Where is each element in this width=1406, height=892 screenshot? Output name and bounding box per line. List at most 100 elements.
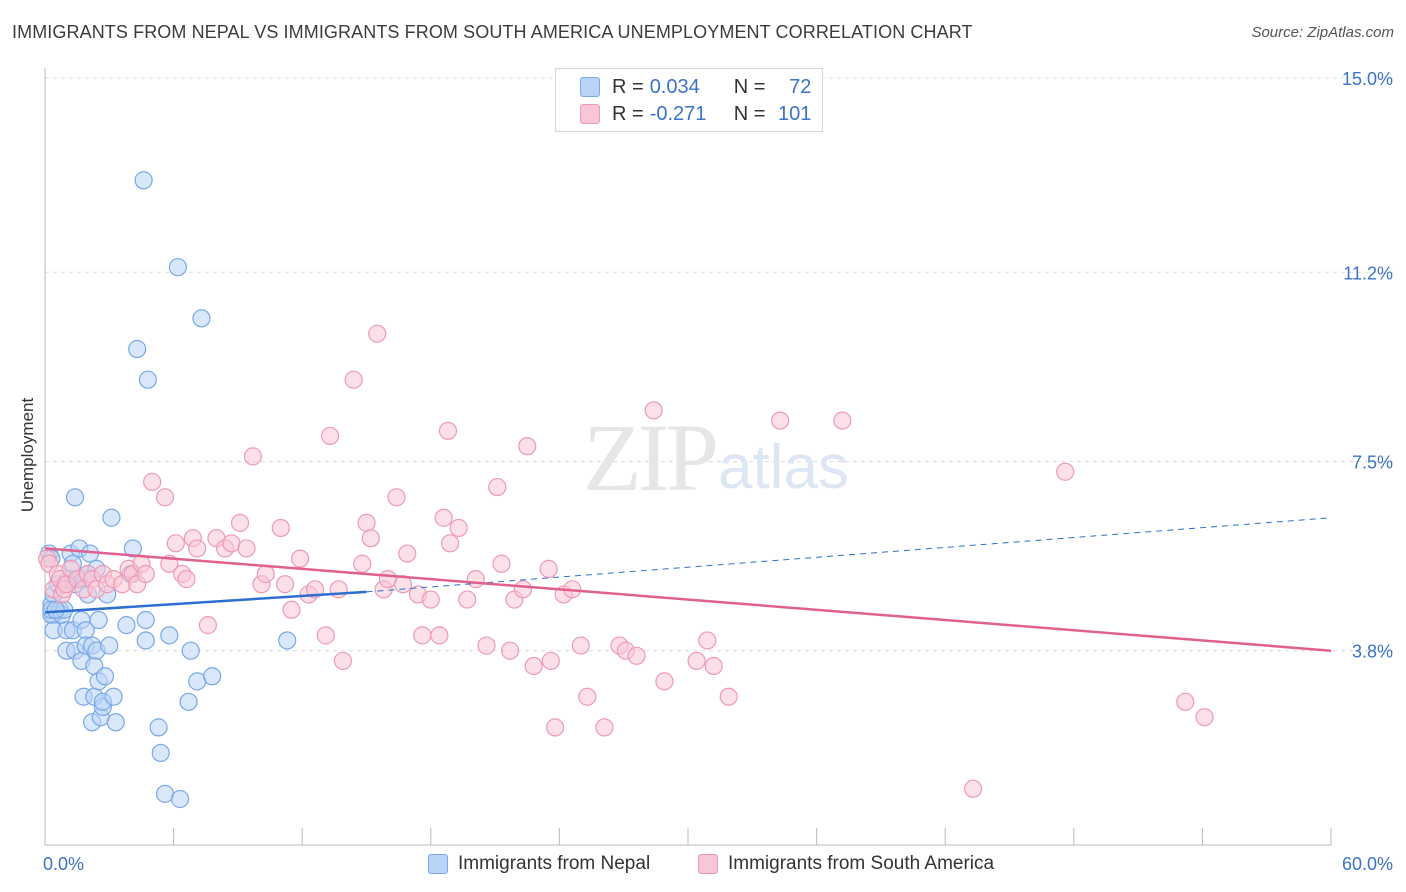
legend-row-nepal: R = 0.034 N = 72 (580, 74, 811, 100)
data-point (458, 590, 477, 609)
data-point (398, 544, 417, 563)
data-point (438, 421, 458, 440)
data-point (230, 513, 250, 532)
grid-lines (45, 77, 1393, 652)
axes (44, 68, 1332, 846)
tick-labels: 3.8% 7.5% 11.2% 15.0% 0.0% 60.0% (43, 69, 1393, 874)
legend-box: R = 0.034 N = 72 R = -0.271 N = 101 (555, 68, 823, 132)
data-point (100, 636, 119, 655)
legend-swatch-nepal (580, 77, 600, 97)
data-point (524, 656, 543, 676)
bottom-legend-label-nepal: Immigrants from Nepal (458, 853, 651, 874)
legend-n-value-nepal: 72 (789, 75, 812, 98)
data-point (188, 539, 207, 558)
data-point (168, 258, 187, 277)
source-label: Source: ZipAtlas.com (1251, 24, 1394, 41)
data-point (387, 488, 406, 507)
data-point (282, 600, 301, 619)
data-point (243, 447, 263, 466)
data-point (106, 713, 125, 732)
data-point (704, 656, 723, 676)
data-point (518, 437, 537, 456)
data-point (256, 564, 275, 584)
chart-title: IMMIGRANTS FROM NEPAL VS IMMIGRANTS FROM… (12, 22, 973, 42)
data-point (136, 610, 155, 630)
watermark-zip: ZIP (583, 404, 716, 511)
data-point (477, 636, 496, 655)
data-point (344, 370, 363, 389)
data-point (177, 570, 196, 589)
bottom-legend-swatch-south-america (698, 854, 718, 874)
data-point (305, 580, 325, 599)
data-point (578, 687, 597, 706)
data-point (160, 626, 179, 645)
watermark-atlas: atlas (718, 433, 849, 502)
y-tick-label: 3.8% (1352, 642, 1393, 662)
data-point (421, 590, 440, 609)
data-point (546, 718, 565, 737)
data-point (271, 518, 290, 538)
data-point (488, 477, 507, 497)
legend-n-label: N = (733, 102, 766, 125)
data-point (440, 534, 460, 553)
data-point (89, 610, 108, 630)
trend-lines (44, 517, 1332, 652)
watermark: ZIP atlas (583, 404, 849, 511)
data-point (136, 631, 155, 650)
y-tick-label: 7.5% (1352, 453, 1393, 473)
data-point (571, 636, 590, 655)
data-point (117, 616, 136, 635)
data-point (413, 626, 432, 645)
legend-r-value-nepal: 0.034 (649, 75, 700, 98)
data-point (143, 472, 162, 492)
data-point (627, 646, 646, 665)
data-point (151, 743, 170, 763)
data-point (368, 324, 387, 343)
data-point (1176, 692, 1195, 711)
data-point (149, 718, 168, 737)
data-point (320, 426, 340, 446)
data-point (501, 641, 520, 660)
data-point (644, 401, 663, 420)
trend-line-nepal-extension (366, 517, 1332, 593)
data-point (357, 513, 376, 532)
data-point (181, 641, 200, 660)
data-point (963, 779, 983, 798)
data-point (687, 651, 706, 671)
data-point (203, 667, 222, 686)
data-point (719, 687, 738, 706)
data-point (655, 672, 674, 691)
y-tick-label: 11.2% (1343, 263, 1393, 283)
trend-line-nepal (44, 590, 367, 614)
data-point (192, 309, 211, 328)
data-point (166, 534, 185, 553)
data-point (353, 554, 372, 573)
data-point (541, 651, 560, 671)
data-point (65, 488, 85, 507)
data-point (833, 411, 852, 430)
y-tick-label: 15.0% (1342, 69, 1393, 89)
legend-r-value-south-america: -0.271 (649, 102, 707, 125)
data-point (316, 626, 335, 645)
data-point (430, 626, 449, 645)
data-point (155, 488, 175, 507)
data-point (449, 518, 468, 538)
data-point (361, 529, 380, 548)
data-point (128, 339, 147, 359)
data-point (46, 600, 65, 619)
bottom-legend-label-south-america: Immigrants from South America (728, 853, 995, 874)
x-tick-label: 60.0% (1342, 854, 1393, 874)
data-point (539, 559, 558, 578)
data-point (333, 651, 353, 671)
data-point (595, 718, 614, 737)
data-point (102, 508, 121, 527)
data-point (123, 539, 142, 558)
data-point (1056, 462, 1075, 481)
data-point (134, 171, 153, 190)
bottom-legend-nepal: Immigrants from Nepal (428, 852, 650, 876)
legend-swatch-south-america (580, 104, 600, 124)
series-south-america-points (38, 324, 1214, 798)
data-point (198, 616, 217, 635)
legend-r-label: R = (612, 75, 644, 98)
legend-row-south-america: R = -0.271 N = 101 (580, 101, 811, 127)
